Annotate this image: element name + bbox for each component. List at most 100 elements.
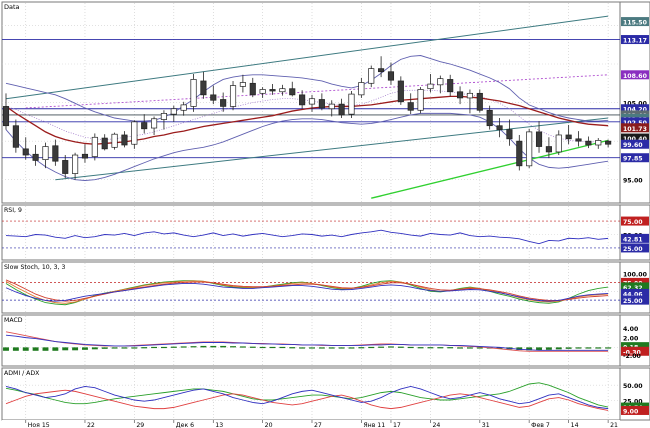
rsi-axis-label: 75.00 [623, 219, 643, 226]
macd-line [5, 334, 609, 351]
macd-histogram-bar [476, 347, 483, 349]
chart-x-axis: Ноя 15 22 29 Дек 6 13 20 27 Янв 11 17 24 31 Фев 7 14… [2, 420, 620, 428]
x-axis-tick-label: Ноя 15 [28, 422, 50, 428]
macd-histogram-bar [555, 347, 562, 350]
macd-histogram-bar [466, 347, 473, 349]
bollinger-upper [5, 55, 609, 122]
x-axis-tick-label: 13 [215, 422, 223, 428]
candle-body [121, 134, 128, 146]
candle-body [299, 94, 306, 106]
macd-histogram-bar [516, 347, 523, 351]
candle-body [575, 138, 582, 142]
macd-axis-label: 4.00 [623, 326, 639, 333]
axis-label-box [621, 346, 649, 356]
macd-histogram-bar [101, 347, 108, 349]
x-axis-tick-label: Фев 7 [531, 422, 550, 428]
axis-label-box [621, 70, 649, 80]
x-axis-tick-label: 22 [87, 422, 95, 428]
candle-body [318, 99, 325, 109]
panel-title-stoch: Slow Stoch, 10, 3, 3 [4, 264, 66, 271]
macd-histogram-bar [299, 347, 306, 349]
candle-body [259, 89, 266, 94]
candle-body [407, 102, 414, 111]
candle-body [595, 140, 602, 146]
macd-histogram-bar [52, 347, 59, 351]
trend-channel-lower [55, 117, 609, 181]
candle-body [229, 85, 237, 107]
axis-label-box [621, 277, 649, 287]
candle-body [210, 94, 217, 101]
macd-histogram-bar [131, 347, 138, 349]
candle-body [62, 160, 69, 174]
axis-label-box [621, 233, 649, 243]
x-axis-tick-label: Дек 6 [176, 422, 194, 428]
macd-histogram-bar [62, 347, 69, 351]
adx-axis-label: 9.00 [623, 408, 639, 415]
macd-histogram-bar [180, 346, 187, 348]
candle-body [516, 140, 523, 167]
macd-histogram-bar [249, 346, 256, 348]
candle-body [457, 91, 464, 99]
axis-label-box [621, 35, 649, 45]
candle-body [81, 153, 89, 159]
macd-axis-label: -0.30 [623, 349, 642, 356]
candle-body [279, 88, 286, 93]
x-axis-tick-label: 24 [432, 422, 440, 428]
adx-line [5, 382, 609, 408]
x-axis-tick-label: 31 [482, 422, 490, 428]
macd-histogram-bar [230, 346, 236, 348]
macd-histogram-bar [82, 347, 88, 350]
macd-histogram-bar [585, 347, 592, 349]
candle-body [308, 98, 316, 105]
macd-histogram-bar [545, 347, 552, 350]
axis-label-box [621, 139, 649, 149]
candle-body [506, 129, 513, 140]
macd-histogram-bar [200, 345, 207, 348]
panel-frame [1, 367, 621, 421]
candle-body [170, 108, 177, 115]
rsi-axis-label: 42.81 [623, 236, 643, 243]
candle-body [437, 78, 444, 86]
macd-histogram-bar [417, 347, 424, 349]
trend-channel-upper [5, 15, 609, 100]
axis-label-box [621, 117, 649, 127]
macd-histogram-bar [318, 347, 325, 349]
candle-body [338, 103, 345, 116]
stoch-axis-label: 100.00 [623, 272, 648, 279]
macd-axis-label: -2.00 [623, 353, 642, 360]
macd-histogram-bar [141, 347, 148, 349]
macd-histogram-bar [259, 346, 266, 349]
trend-line-dotted [25, 74, 609, 109]
candle-body [239, 82, 246, 87]
macd-histogram-bar [427, 347, 434, 349]
price-axis-label: 101.73 [623, 126, 647, 133]
chart-series [2, 15, 620, 411]
candle-body [52, 145, 59, 162]
candle-body [565, 134, 572, 140]
macd-histogram-bar [605, 347, 612, 349]
macd-histogram-bar [457, 347, 464, 349]
macd-histogram-bar [496, 347, 503, 349]
candle-body [397, 80, 404, 103]
axis-label-box [621, 123, 649, 133]
price-axis-label: 100.40 [623, 136, 648, 143]
candle-body [585, 140, 592, 146]
macd-histogram-bar [22, 347, 29, 351]
panel-title-macd: MACD [4, 317, 23, 324]
macd-histogram-bar [328, 347, 335, 349]
candle-body [466, 92, 474, 99]
candle-body [220, 99, 227, 107]
stoch-axis-label: 25.00 [623, 298, 643, 305]
macd-histogram-bar [72, 347, 79, 351]
candle-body [555, 134, 562, 153]
macd-histogram-bar [170, 346, 177, 348]
x-axis-tick-label: Янв 11 [363, 422, 385, 428]
candle-body [289, 88, 296, 96]
candle-body [545, 146, 552, 153]
candle-body [200, 80, 207, 96]
x-axis-tick-label: 20 [265, 422, 273, 428]
macd-histogram-bar [151, 346, 158, 349]
macd-histogram-bar [111, 347, 118, 349]
candle-body [12, 125, 19, 148]
macd-histogram-bar [309, 347, 315, 349]
